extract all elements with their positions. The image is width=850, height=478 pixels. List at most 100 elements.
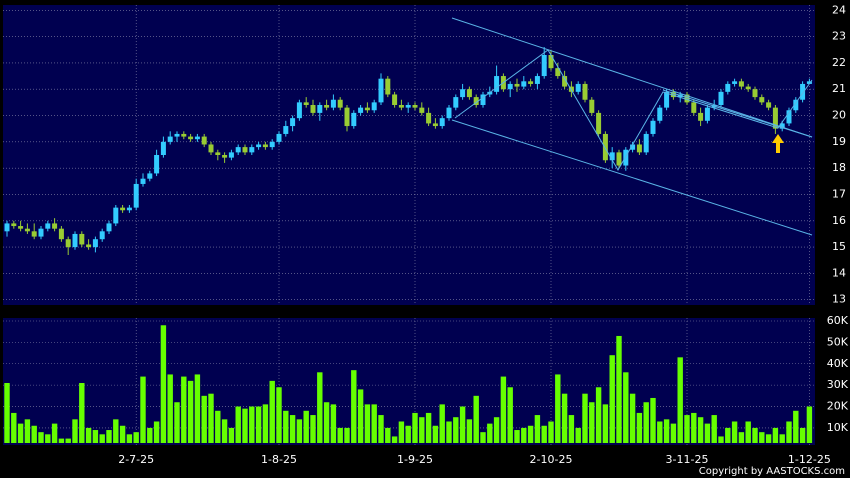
candle-body [235,147,241,153]
volume-bar [514,430,520,443]
volume-bar [663,419,670,443]
volume-bar [548,421,554,443]
volume-bar [616,335,622,443]
volume-bar [31,425,37,443]
candle-body [194,136,200,140]
candle-body [480,94,486,105]
candle-body [670,91,676,98]
candle-body [324,105,330,108]
trend-lines [451,17,813,236]
volume-bar [432,425,439,443]
candle-body [215,152,221,155]
candle-body [228,152,234,158]
volume-bar [385,427,391,443]
candle-body [534,76,540,84]
volume-bar [745,421,751,443]
volume-bar [303,410,309,443]
volume-bar [568,415,575,443]
volume-bar [262,404,269,443]
volume-bar [772,427,779,443]
volume-bar [589,402,595,443]
marks [4,47,813,443]
candle-body [262,144,268,148]
candle-body [541,55,547,77]
volume-bar [398,421,405,443]
volume-bar [623,372,629,443]
candle-body [358,107,364,113]
volume-bar [208,393,214,443]
candle-body [419,107,425,113]
volume-bar [337,427,343,443]
candle-body [650,120,656,134]
candle-body [609,152,615,161]
y-tick-label: 24 [832,3,846,16]
candle-body [398,105,404,108]
candle-body [548,55,554,69]
x-tick-label: 3-11-25 [666,453,709,466]
y-tick-label: 20 [832,109,846,122]
candle-body [269,141,275,148]
volume-bar [405,425,411,443]
volume-bar [153,421,160,443]
candle-body [133,183,139,208]
volume-bar [310,415,316,443]
volume-bar [725,427,731,443]
volume-bar [45,434,51,443]
volume-bar [711,415,717,443]
volume-bar [378,415,384,443]
channel-top [451,17,813,138]
candle-body [562,76,568,87]
candle-body [575,83,581,92]
volume-bar [684,415,690,443]
price-panel [3,5,815,305]
candle-body [113,207,119,224]
candle-body [290,118,296,127]
candle-body [596,112,602,134]
channel-bottom [451,119,813,236]
volume-bar [466,419,473,443]
volume-bar [521,427,527,443]
volume-bar [92,430,99,443]
candle-body [188,136,194,140]
candle-body [643,133,649,153]
candle-body [11,223,17,227]
volume-bar [527,425,534,443]
candle-body [160,141,166,155]
volume-bar [140,376,146,443]
candle-body [446,107,452,119]
volume-bar [65,438,71,443]
candle-body [371,102,377,111]
candle-body [582,83,588,100]
volume-bar [147,427,153,443]
candle-body [201,136,207,145]
volume-bar [85,427,92,443]
candle-body [405,105,411,108]
volume-bar [391,436,398,443]
candle-body [657,107,663,121]
candle-body [378,78,384,103]
candle-body [602,133,608,161]
volume-bar [779,434,785,443]
volume-bar [126,434,133,443]
volume-bar [24,419,31,443]
volume-bar [609,355,615,443]
volume-bar [636,412,643,443]
candle-body [759,97,765,103]
volume-bar [249,406,255,443]
volume-bar [575,427,581,443]
candle-body [745,86,751,90]
volume-bar [228,427,235,443]
y-tick-label: 18 [832,161,846,174]
volume-bar [330,404,337,443]
volume-bar [187,380,194,443]
candle-body [174,133,180,137]
trend-line [662,89,813,138]
volume-bar [38,432,44,443]
candle-body [106,223,112,232]
x-tick-label: 2-7-25 [118,453,154,466]
volume-bar [677,357,683,443]
y-tick-label: 14 [832,266,846,279]
candle-body [351,112,357,127]
candle-body [616,152,622,166]
